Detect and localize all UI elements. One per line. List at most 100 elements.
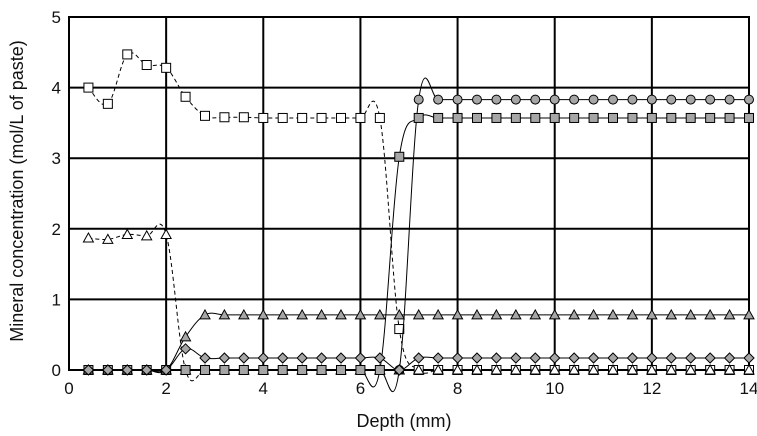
diamond-filled-point [393,364,405,376]
circle-filled-point [413,94,424,105]
triangle-filled-point [238,308,250,320]
triangle-open-point [704,363,716,375]
square-filled-point [627,112,638,123]
x-axis-title: Depth (mm) [356,411,451,431]
square-open-point [277,112,288,123]
square-open-point [336,112,346,123]
square-open-point [219,112,230,123]
triangle-open-point [510,363,522,375]
diamond-filled-point [626,352,639,364]
diamond-filled-point [238,352,250,364]
square-filled-point [685,112,696,123]
square-open-point [122,49,133,60]
diamond-filled-point [432,352,444,364]
triangle-open-point [607,363,619,375]
triangle-open-point [548,363,561,375]
triangle-filled-point [276,308,289,320]
diamond-filled-point [451,352,464,364]
triangle-open-point [82,231,95,243]
triangle-open-point [529,363,542,375]
diamond-filled-point [587,352,600,364]
square-open-point [355,112,366,123]
triangle-open-point [102,233,114,244]
triangle-filled-point [432,308,444,320]
triangle-filled-point [257,308,270,320]
circle-filled-point [627,94,638,105]
triangle-open-point [723,363,736,375]
circle-filled-point [433,94,444,105]
square-open-point [374,112,385,123]
square-filled-point [238,365,249,375]
triangle-open-point [121,228,134,239]
triangle-filled-point [315,308,328,320]
square-open-point [316,112,327,123]
circle-filled-point [705,94,716,105]
square-filled-point [705,112,716,123]
square-filled-point [336,365,346,375]
diamond-filled-point [160,364,172,376]
square-filled-point [200,365,210,375]
diamond-filled-point [704,352,716,364]
square-filled-point [316,365,327,375]
x-tick-label: 8 [453,379,462,398]
y-axis-title: Mineral concentration (mol/L of paste) [7,40,27,341]
square-filled-point [666,112,677,123]
y-tick-label: 5 [52,8,61,27]
diamond-filled-point [218,352,231,364]
circle-filled-point [530,94,541,105]
square-filled-point [530,112,541,123]
triangle-open-point [646,363,658,375]
diamond-filled-point [743,352,755,364]
y-tick-label: 0 [52,361,61,380]
triangle-filled-point [529,308,542,320]
x-tick-label: 10 [545,379,564,398]
x-tick-label: 0 [64,379,73,398]
square-filled-point [510,112,521,123]
triangle-filled-point [412,308,425,320]
y-tick-label: 1 [52,290,61,309]
square-open-point [297,112,308,123]
square-open-point [394,324,405,335]
diamond-filled-point [413,352,425,364]
diamond-filled-point [549,352,561,364]
square-open-point [102,98,113,109]
diamond-filled-point [141,364,153,376]
diamond-filled-point [102,364,114,376]
diamond-filled-point [374,352,386,364]
diamond-filled-point [335,352,347,364]
square-open-point [161,62,172,73]
square-open-point [83,82,94,93]
circle-filled-point [472,94,482,105]
diamond-filled-point [257,352,269,364]
triangle-filled-point [374,308,386,320]
triangle-filled-point [471,308,483,320]
diamond-filled-point [490,352,503,364]
square-filled-point [724,112,735,123]
x-tick-label: 2 [161,379,170,398]
diamond-filled-point [82,364,95,376]
triangle-filled-point [296,308,308,320]
circle-filled-point [666,94,677,105]
triangle-filled-point [607,308,619,320]
triangle-filled-point [548,308,561,320]
square-filled-point [297,365,308,375]
square-filled-point [491,112,502,123]
square-open-point [141,60,152,71]
square-filled-point [180,365,191,375]
diamond-filled-point [685,352,697,364]
triangle-filled-point [354,308,367,320]
square-filled-point [744,112,754,123]
triangle-open-point [432,363,444,375]
triangle-filled-point [704,308,716,320]
diamond-filled-point [179,343,192,355]
circle-filled-point [510,94,521,105]
circle-filled-point [646,94,657,105]
diamond-filled-point [607,352,619,364]
square-filled-point [472,112,482,123]
x-tick-label: 4 [259,379,268,398]
square-open-point [200,110,210,121]
triangle-filled-point [646,308,658,320]
y-tick-label: 3 [52,149,61,168]
triangle-filled-point [490,308,503,320]
